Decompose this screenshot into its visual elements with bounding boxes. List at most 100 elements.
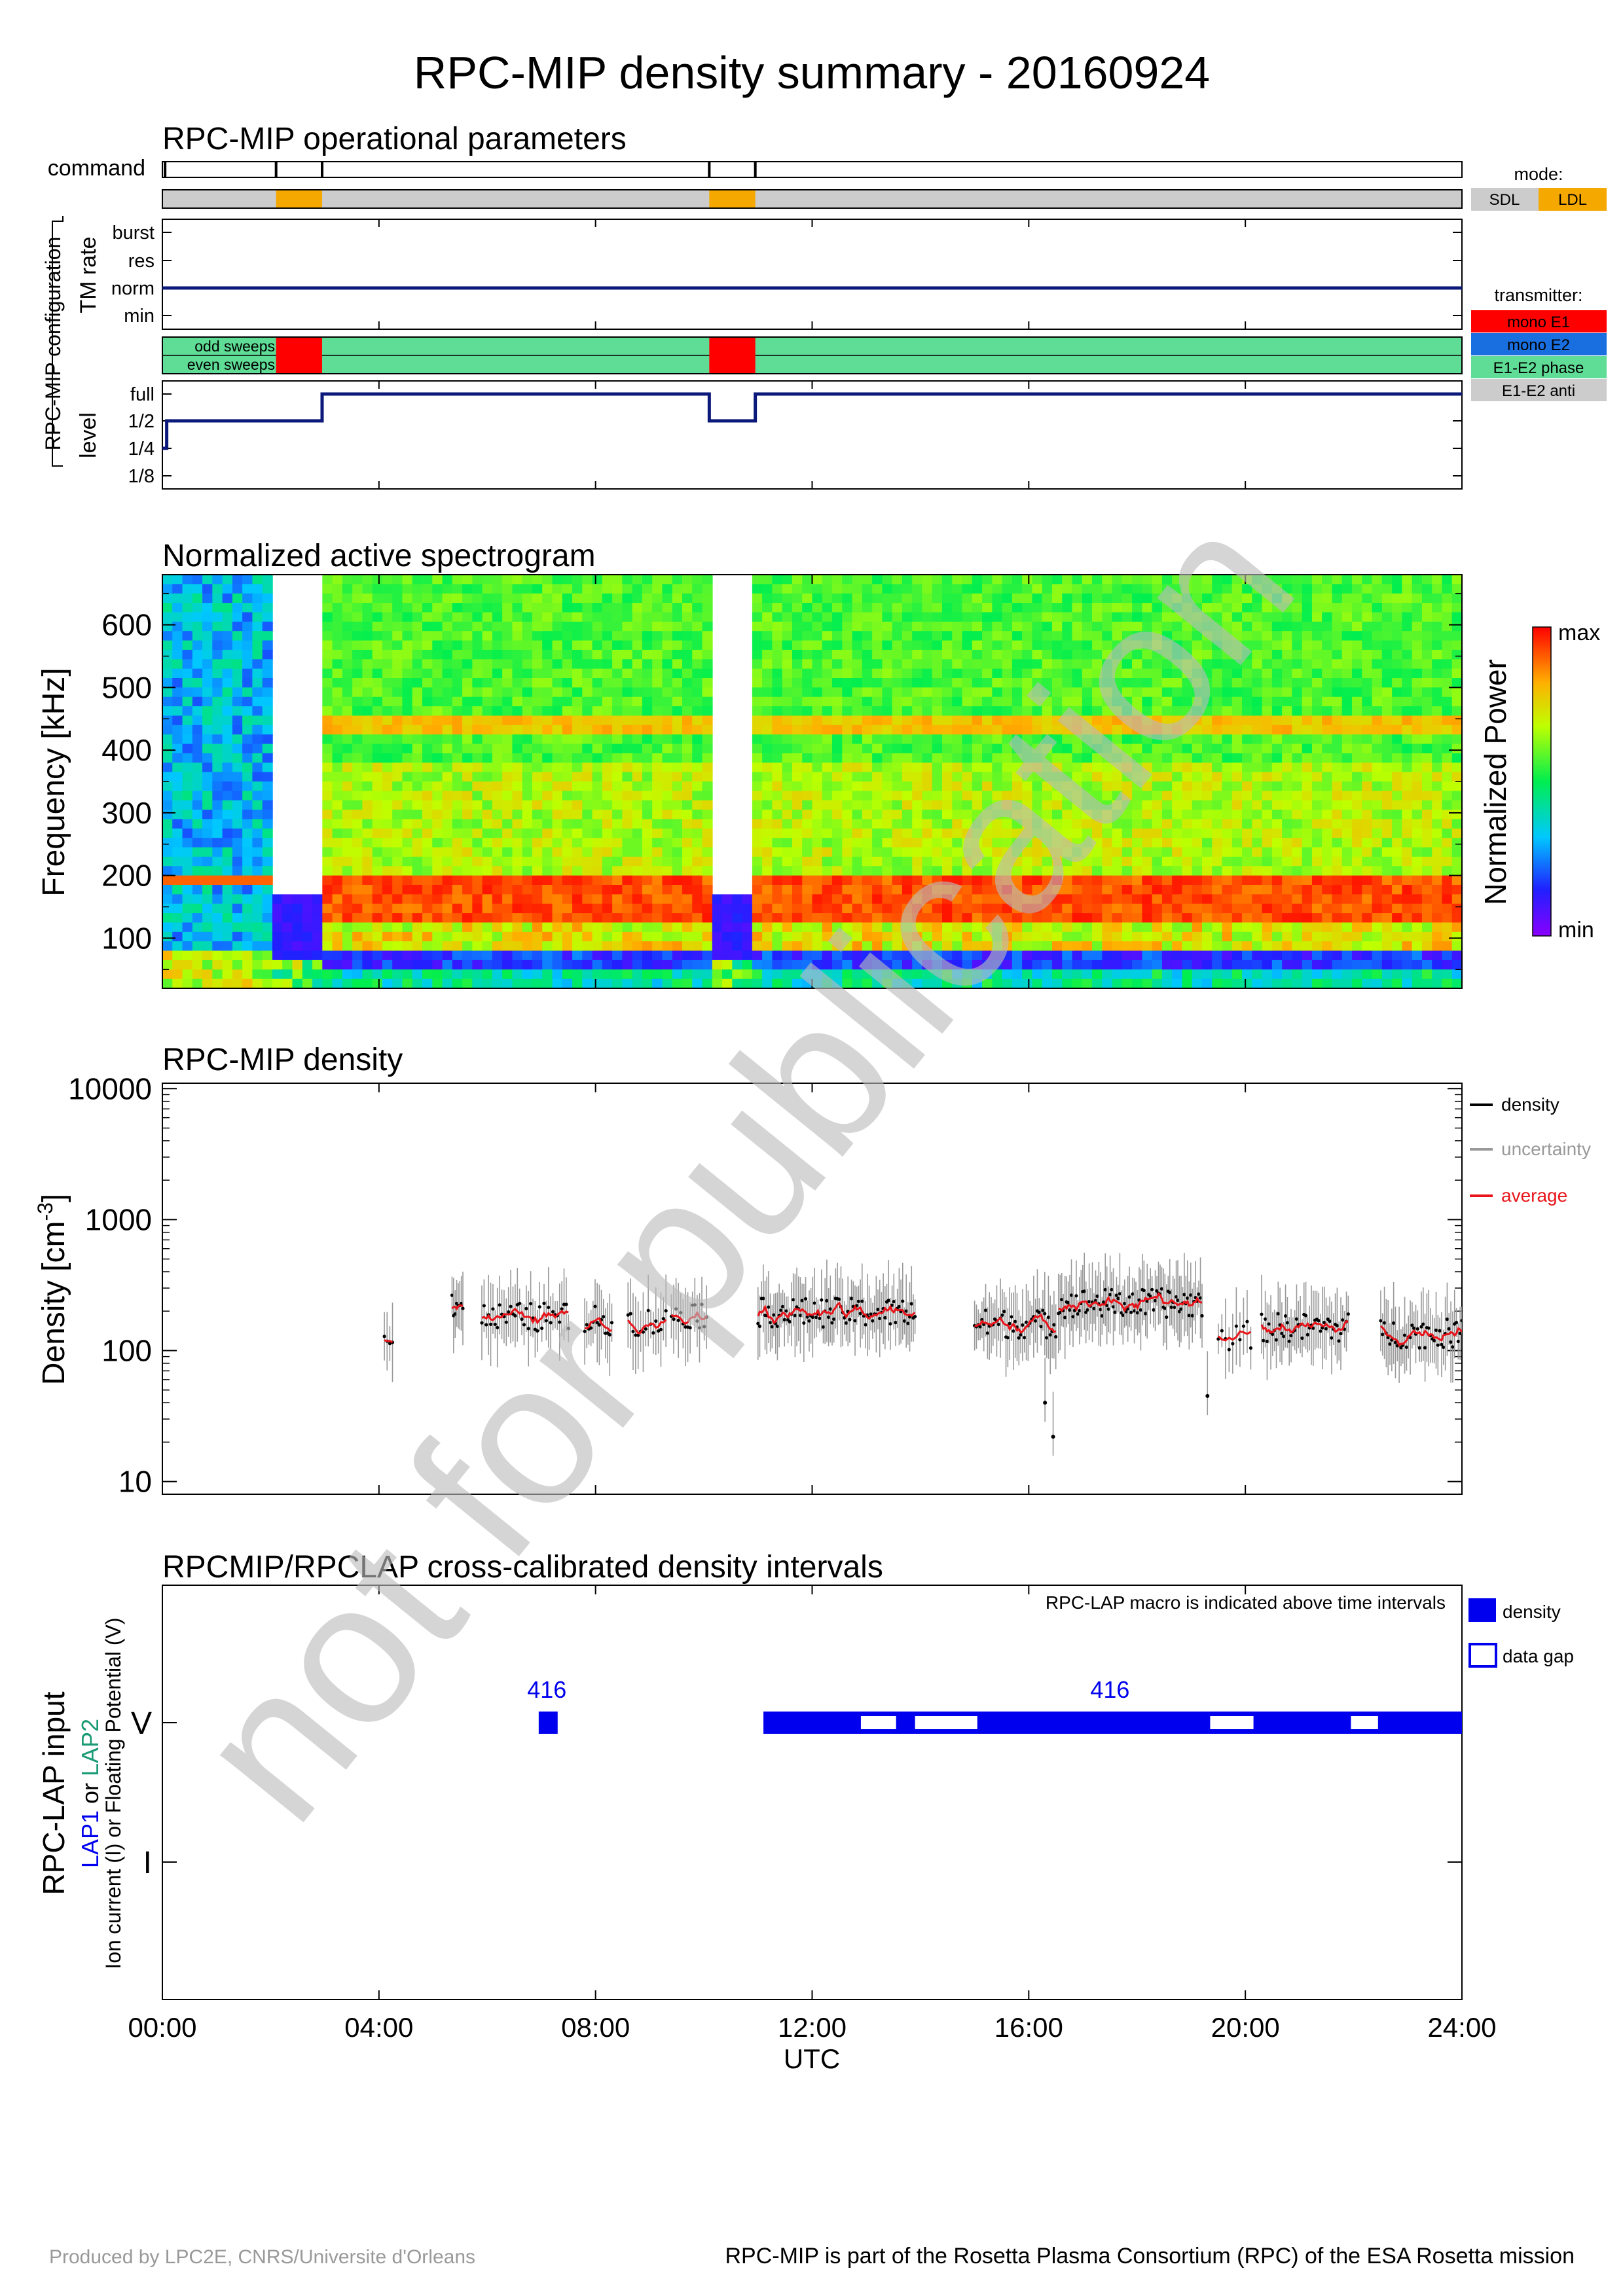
spectrogram-cell: [542, 978, 553, 988]
mode-legend-ldl-label: LDL: [1558, 191, 1587, 209]
spectrogram-cell: [1242, 800, 1253, 810]
level-tick-label: full: [130, 384, 155, 405]
spectrogram-cell: [822, 969, 833, 980]
spectrogram-cell: [1042, 575, 1053, 585]
spectrogram-cell: [602, 668, 613, 679]
spectrogram-cell: [1012, 838, 1023, 848]
spectrogram-cell: [232, 847, 243, 857]
spectrogram-cell: [532, 584, 543, 594]
spectrogram-cell: [942, 687, 953, 698]
spectrogram-cell: [782, 866, 793, 876]
spectrogram-cell: [462, 866, 473, 876]
spectrogram-cell: [322, 612, 333, 622]
spectrogram-cell: [942, 894, 953, 905]
spectrogram-cell: [782, 584, 793, 594]
spectrogram-cell: [1022, 931, 1033, 942]
spectrogram-cell: [212, 744, 223, 754]
spectrogram-cell: [972, 856, 983, 867]
spectrogram-cell: [322, 584, 333, 594]
spectrogram-cell: [852, 715, 863, 726]
spectrogram-cell: [1122, 659, 1133, 670]
spectrogram-cell: [222, 696, 233, 707]
spectrogram-cell: [602, 575, 613, 585]
spectrogram-cell: [412, 922, 423, 933]
spectrogram-cell: [562, 612, 573, 622]
spectrogram-cell: [782, 969, 793, 980]
spectrogram-cell: [672, 931, 683, 942]
spectrogram-cell: [552, 734, 563, 745]
spectrogram-cell: [1112, 828, 1123, 838]
spectrogram-cell: [1302, 950, 1313, 961]
spectrogram-cell: [1222, 800, 1233, 810]
spectrogram-cell: [1072, 969, 1083, 980]
spectrogram-cell: [1002, 781, 1013, 792]
spectrogram-cell: [1212, 668, 1223, 679]
spectrogram-cell: [892, 922, 903, 933]
spectrogram-cell: [272, 903, 283, 914]
spectrogram-cell: [242, 640, 253, 651]
spectrogram-cell: [592, 678, 603, 689]
spectrogram-cell: [272, 950, 283, 961]
spectrogram-cell: [492, 847, 503, 857]
spectrogram-cell: [1262, 575, 1273, 585]
spectrogram-cell: [532, 819, 543, 829]
spectrogram-cell: [922, 960, 933, 971]
spectrogram-cell: [882, 819, 893, 829]
spectrogram-cell: [1202, 772, 1213, 782]
spectrogram-cell: [432, 575, 443, 585]
spectrogram-cell: [942, 960, 953, 971]
spectrogram-cell: [1152, 931, 1163, 942]
spectrogram-cell: [492, 913, 503, 924]
spectrogram-cell: [842, 978, 853, 988]
spectrogram-cell: [322, 894, 333, 905]
spectrogram-cell: [832, 734, 843, 745]
spectrogram-cell: [1022, 603, 1033, 613]
spectrogram-cell: [182, 941, 193, 952]
spectrogram-cell: [1042, 621, 1053, 632]
spectrogram-cell: [882, 772, 893, 782]
spectrogram-cell: [1161, 612, 1173, 622]
spectrogram-cell: [562, 744, 573, 754]
spectrogram-cell: [1022, 838, 1033, 848]
spectrogram-cell: [702, 725, 713, 735]
spectrogram-cell: [372, 950, 383, 961]
spectrogram-cell: [342, 978, 353, 988]
spectrogram-cell: [612, 894, 623, 905]
spectrogram-cell: [782, 922, 793, 933]
spectrogram-cell: [762, 969, 773, 980]
spectrogram-cell: [422, 894, 433, 905]
spectrogram-cell: [1002, 772, 1013, 782]
spectrogram-cell: [382, 978, 393, 988]
spectrogram-cell: [712, 969, 723, 980]
spectrogram-cell: [1082, 978, 1093, 988]
spectrogram-cell: [832, 885, 843, 895]
spectrogram-cell: [792, 819, 803, 829]
spectrogram-cell: [1332, 715, 1343, 726]
spectrogram-cell: [1042, 781, 1053, 792]
spectrogram-cell: [892, 706, 903, 717]
spectrogram-cell: [282, 913, 293, 924]
spectrogram-cell: [582, 819, 593, 829]
spectrogram-cell: [1302, 725, 1313, 735]
spectrogram-cell: [592, 575, 603, 585]
spectrogram-cell: [792, 706, 803, 717]
spectrogram-cell: [1062, 715, 1073, 726]
spectrogram-cell: [512, 894, 523, 905]
spectrogram-cell: [562, 903, 573, 914]
spectrogram-cell: [942, 931, 953, 942]
spectrogram-cell: [1282, 781, 1293, 792]
spectrogram-cell: [1311, 584, 1323, 594]
spectrogram-cell: [792, 687, 803, 698]
spectrogram-cell: [1122, 819, 1133, 829]
spectrogram-cell: [1042, 659, 1053, 670]
spectrogram-cell: [782, 734, 793, 745]
spectrogram-cell: [692, 772, 703, 782]
spectrogram-cell: [1032, 668, 1043, 679]
spectrogram-cell: [362, 659, 373, 670]
spectrogram-cell: [362, 612, 373, 622]
spectrogram-cell: [1292, 828, 1303, 838]
spectrogram-cell: [932, 621, 943, 632]
spectrogram-cell: [552, 744, 563, 754]
spectrogram-cell: [342, 696, 353, 707]
spectrogram-cell: [702, 875, 713, 886]
